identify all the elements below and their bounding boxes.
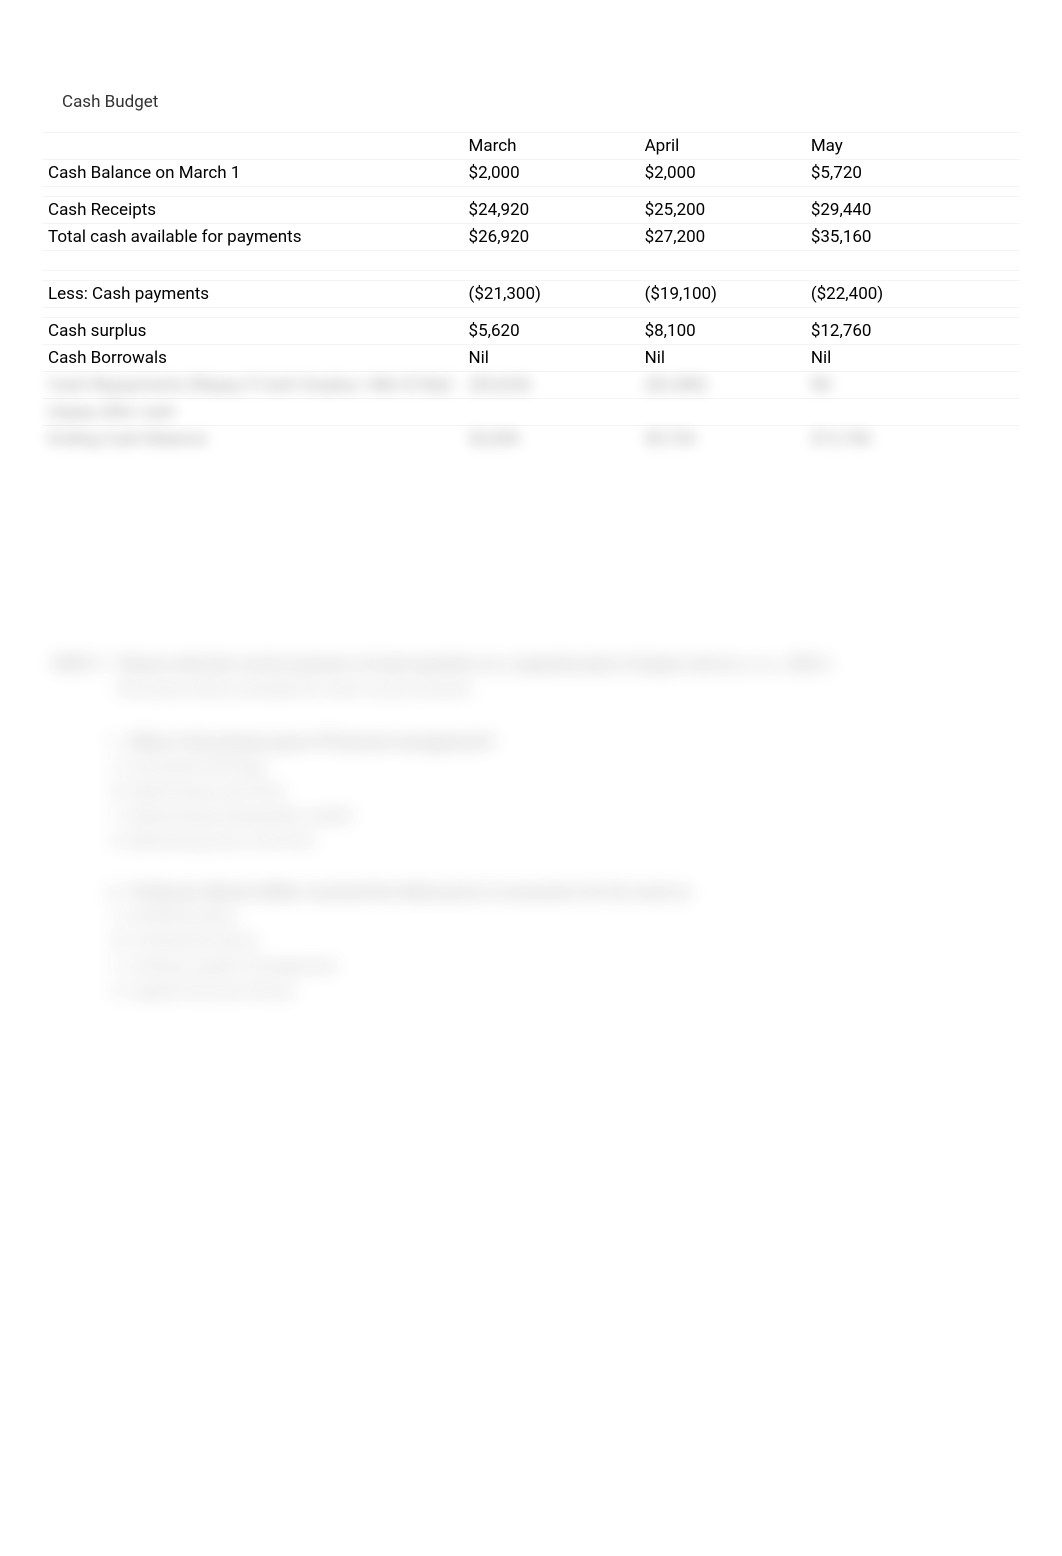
cell-april: $8,100 — [639, 318, 805, 345]
part-label: PART C — [52, 654, 106, 673]
table-header-row: March April May — [42, 133, 1020, 160]
spacer-row — [42, 187, 1020, 197]
cell-label: (repay after cash — [42, 399, 463, 426]
cell-march: $2,000 — [463, 160, 639, 187]
cell-may: Nil — [805, 372, 1020, 399]
cell-march — [463, 399, 639, 426]
row-obscured-2: (repay after cash — [42, 399, 1020, 426]
q1-opt-b: B. Maximising cash flow — [112, 779, 1010, 804]
spacer-row — [42, 271, 1020, 281]
cell-may: ($22,400) — [805, 281, 1020, 308]
cell-label: Cash Repayments (Repay if Cash Surplus >… — [42, 372, 463, 399]
part-text1: Please write the correct answers of each… — [117, 654, 830, 673]
q1-opt-c: C. Maximising shareholder wealth — [112, 804, 1010, 829]
page-root: Cash Budget March April May Cash Balance… — [0, 0, 1062, 1004]
q2-opt-b: B. investment theory — [112, 929, 1010, 954]
cell-march: ($21,300) — [463, 281, 639, 308]
cell-march: $24,920 — [463, 197, 639, 224]
spacer-row — [42, 251, 1020, 271]
row-cash-borrowals: Cash Borrowals Nil Nil Nil — [42, 345, 1020, 372]
cell-may: Nil — [805, 345, 1020, 372]
q2-stem: 2. Professor Merton Miller received the … — [108, 880, 1010, 905]
cell-may: $29,440 — [805, 197, 1020, 224]
cell-may: $5,720 — [805, 160, 1020, 187]
header-april: April — [639, 133, 805, 160]
cell-april: $25,200 — [639, 197, 805, 224]
question-1: 1. What is the primary goal of financial… — [108, 730, 1010, 854]
cell-april: Nil — [639, 345, 805, 372]
cell-april: $2,000 — [639, 160, 805, 187]
cell-march: ($3,620) — [463, 372, 639, 399]
page-title: Cash Budget — [62, 92, 1020, 112]
row-cash-surplus: Cash surplus $5,620 $8,100 $12,760 — [42, 318, 1020, 345]
q1-opt-d: D. Minimizing risk of the firm — [112, 829, 1010, 854]
cell-april: ($2,380) — [639, 372, 805, 399]
q2-opt-a: A. dividend policy — [112, 904, 1010, 929]
part-text2: One point will be awarded for each corre… — [116, 679, 474, 698]
header-may: May — [805, 133, 1020, 160]
cell-march: $5,620 — [463, 318, 639, 345]
cell-april: $27,200 — [639, 224, 805, 251]
cell-march: $2,000 — [463, 426, 639, 453]
obscured-text-block: PART C Please write the correct answers … — [42, 652, 1020, 1004]
row-cash-balance: Cash Balance on March 1 $2,000 $2,000 $5… — [42, 160, 1020, 187]
cell-label: Cash Balance on March 1 — [42, 160, 463, 187]
cell-may: $12,760 — [805, 318, 1020, 345]
q2-opt-d: D. capital structure theory — [112, 979, 1010, 1004]
cell-march: $26,920 — [463, 224, 639, 251]
q1-opt-a: A. Increased earnings — [112, 754, 1010, 779]
row-obscured-3: Ending Cash Balance $2,000 $5,720 $12,76… — [42, 426, 1020, 453]
cell-may: $12,760 — [805, 426, 1020, 453]
cell-label: Ending Cash Balance — [42, 426, 463, 453]
row-cash-receipts: Cash Receipts $24,920 $25,200 $29,440 — [42, 197, 1020, 224]
spacer-row — [42, 308, 1020, 318]
question-2: 2. Professor Merton Miller received the … — [108, 880, 1010, 1004]
cell-label: Less: Cash payments — [42, 281, 463, 308]
cell-label: Cash Borrowals — [42, 345, 463, 372]
cell-label: Cash Receipts — [42, 197, 463, 224]
q2-opt-c: C. working capital management — [112, 954, 1010, 979]
row-obscured-1: Cash Repayments (Repay if Cash Surplus >… — [42, 372, 1020, 399]
cell-april: $5,720 — [639, 426, 805, 453]
cell-label: Total cash available for payments — [42, 224, 463, 251]
q1-stem: 1. What is the primary goal of financial… — [108, 730, 1010, 755]
row-total-available: Total cash available for payments $26,92… — [42, 224, 1020, 251]
cash-budget-table: March April May Cash Balance on March 1 … — [42, 132, 1020, 452]
cell-may — [805, 399, 1020, 426]
cell-may: $35,160 — [805, 224, 1020, 251]
cell-april — [639, 399, 805, 426]
header-blank — [42, 133, 463, 160]
header-march: March — [463, 133, 639, 160]
cell-label: Cash surplus — [42, 318, 463, 345]
cell-march: Nil — [463, 345, 639, 372]
row-less-payments: Less: Cash payments ($21,300) ($19,100) … — [42, 281, 1020, 308]
cell-april: ($19,100) — [639, 281, 805, 308]
